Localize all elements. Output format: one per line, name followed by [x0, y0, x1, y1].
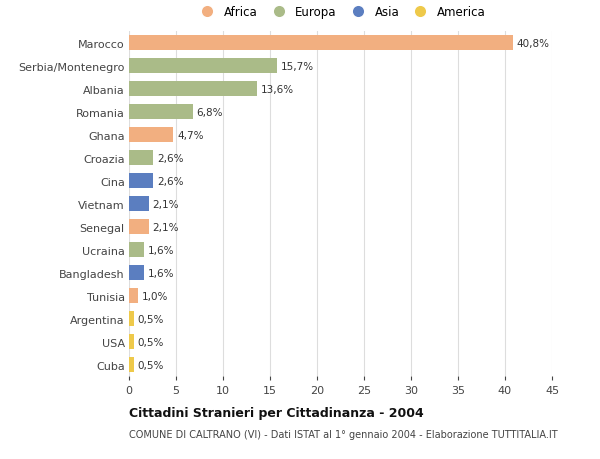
Text: COMUNE DI CALTRANO (VI) - Dati ISTAT al 1° gennaio 2004 - Elaborazione TUTTITALI: COMUNE DI CALTRANO (VI) - Dati ISTAT al …: [129, 429, 557, 439]
Bar: [129, 59, 277, 74]
Bar: [129, 36, 512, 51]
Text: 2,1%: 2,1%: [152, 222, 179, 232]
Bar: [129, 243, 144, 257]
Bar: [129, 174, 154, 189]
Text: 0,5%: 0,5%: [137, 360, 164, 370]
Text: 2,1%: 2,1%: [152, 199, 179, 209]
Text: 0,5%: 0,5%: [137, 337, 164, 347]
Bar: [129, 266, 144, 280]
Bar: [129, 358, 134, 372]
Text: Cittadini Stranieri per Cittadinanza - 2004: Cittadini Stranieri per Cittadinanza - 2…: [129, 406, 424, 419]
Legend: Africa, Europa, Asia, America: Africa, Europa, Asia, America: [193, 4, 488, 21]
Text: 1,0%: 1,0%: [142, 291, 169, 301]
Text: 13,6%: 13,6%: [260, 84, 294, 95]
Text: 2,6%: 2,6%: [157, 176, 184, 186]
Bar: [129, 312, 134, 326]
Bar: [129, 82, 257, 97]
Text: 4,7%: 4,7%: [177, 130, 203, 140]
Text: 6,8%: 6,8%: [197, 107, 223, 118]
Text: 2,6%: 2,6%: [157, 153, 184, 163]
Bar: [129, 105, 193, 120]
Text: 0,5%: 0,5%: [137, 314, 164, 324]
Bar: [129, 289, 139, 303]
Bar: [129, 151, 154, 166]
Text: 15,7%: 15,7%: [280, 62, 313, 72]
Bar: [129, 128, 173, 143]
Text: 1,6%: 1,6%: [148, 268, 175, 278]
Bar: [129, 197, 149, 212]
Text: 40,8%: 40,8%: [516, 39, 549, 49]
Text: 1,6%: 1,6%: [148, 245, 175, 255]
Bar: [129, 220, 149, 235]
Bar: [129, 335, 134, 349]
